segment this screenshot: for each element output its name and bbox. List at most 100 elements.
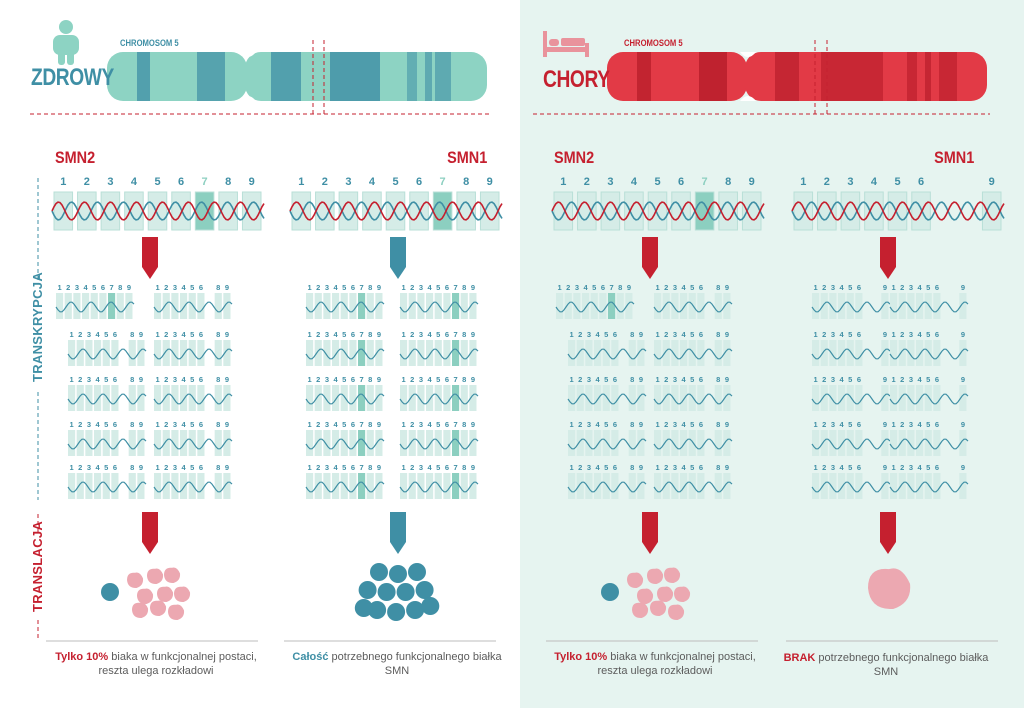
transcript-exon-number: 2 <box>78 330 82 339</box>
transcript-exon-number: 9 <box>639 420 643 429</box>
transcript-exon-box <box>838 293 846 319</box>
transcript-exon-number: 3 <box>909 375 913 384</box>
transcript-exon-box <box>223 293 231 319</box>
transcript-exon-box <box>171 340 179 366</box>
caption-smn1-sick: BRAK potrzebnego funkcjonalnego białka S… <box>776 651 996 679</box>
transcript-exon-number: 2 <box>900 463 904 472</box>
transcript-exon-number: 4 <box>839 463 844 472</box>
transcript-exon-number: 7 <box>359 463 363 472</box>
arrow-down-icon <box>142 237 158 279</box>
transcript-exon-number: 9 <box>725 463 729 472</box>
transcript-exon-box <box>697 340 705 366</box>
transcript-exon-box <box>188 293 196 319</box>
transcript-exon-box <box>585 473 593 499</box>
transcript-exon-number: 6 <box>699 420 703 429</box>
transcript-exon-number: 9 <box>725 283 729 292</box>
transcript-exon-box <box>576 430 584 456</box>
transcript-exon-box <box>460 340 468 366</box>
transcript-exon-box <box>323 430 331 456</box>
transcript-exon-number: 4 <box>427 463 432 472</box>
exon-number: 5 <box>894 176 900 188</box>
transcript-strand <box>305 301 385 313</box>
exon-box <box>741 191 762 231</box>
exon-box <box>887 191 908 231</box>
transcript-strand <box>889 481 969 493</box>
exon-box <box>911 191 931 231</box>
transcript-exon-number: 8 <box>618 283 622 292</box>
transcript-exon-box <box>959 430 967 456</box>
transcript-exon-number: 4 <box>333 375 338 384</box>
transcript-exon-box <box>890 430 898 456</box>
transcript-exon-box <box>417 385 425 411</box>
functional-protein <box>415 581 434 599</box>
transcript-exon-number: 3 <box>831 463 835 472</box>
transcript-exon-number: 9 <box>725 375 729 384</box>
transcript-exon-box <box>671 473 679 499</box>
transcript-exon-box <box>111 340 119 366</box>
transcript-exon-box <box>611 473 619 499</box>
transcript-exon-box <box>680 473 688 499</box>
transcript-exon-number: 2 <box>410 283 414 292</box>
transcript-exon-number: 8 <box>630 420 634 429</box>
transcript-exon-number: 4 <box>95 375 100 384</box>
healthy-chromosome-band <box>271 52 301 101</box>
transcript-exon-number: 4 <box>181 463 186 472</box>
transcript-exon-number: 2 <box>410 463 414 472</box>
transcript-exon-number: 1 <box>307 330 311 339</box>
transcript-exon-number: 6 <box>935 283 939 292</box>
transcript-exon-number: 5 <box>848 420 852 429</box>
transcript-exon-number: 9 <box>377 375 381 384</box>
dna-strand-red <box>51 201 265 221</box>
dna-strand-red <box>289 201 503 221</box>
transcript-exon-number: 6 <box>613 420 617 429</box>
transcript-exon-number: 6 <box>113 330 117 339</box>
transcript-strand <box>153 438 233 450</box>
transcript-exon-number: 2 <box>566 283 570 292</box>
panel-1-gene-strip: 1 2 3 4 5 6 7 8 9 <box>51 176 265 231</box>
transcript-strand <box>305 348 385 360</box>
transcript-exon-box <box>654 293 662 319</box>
transcript-exon-number: 4 <box>583 283 588 292</box>
transcript-exon-number: 1 <box>813 375 817 384</box>
transcript-exon-number: 1 <box>813 330 817 339</box>
transcript-exon-number: 6 <box>857 420 861 429</box>
transcript-exon-box <box>916 340 924 366</box>
transcript-exon-number: 5 <box>848 463 852 472</box>
transcript-strand <box>811 438 891 450</box>
functional-protein <box>396 583 415 601</box>
transcript-exon-number: 9 <box>127 283 131 292</box>
transcript-exon-box <box>306 430 314 456</box>
transcript-exon-box <box>340 473 348 499</box>
transcript-exon-number: 6 <box>935 330 939 339</box>
transcript-exon-box <box>340 430 348 456</box>
transcript-exon-number: 9 <box>961 330 965 339</box>
transcript-exon-number: 1 <box>69 420 73 429</box>
transcript-exon-number: 7 <box>453 283 457 292</box>
transcript-exon-box <box>154 340 162 366</box>
transcript-exon-number: 4 <box>681 375 686 384</box>
degraded-protein <box>627 572 644 589</box>
arrow-down-icon <box>642 512 658 554</box>
transcript-exon-box <box>452 293 460 319</box>
transcript-exon-number: 8 <box>216 375 220 384</box>
sick-chromosome-band <box>907 52 917 101</box>
transcript-exon-box <box>340 385 348 411</box>
transcript-exon-box <box>556 293 564 319</box>
exon-number: 3 <box>107 176 113 188</box>
transcript-exon-number: 4 <box>839 283 844 292</box>
transcript-exon-number: 4 <box>917 283 922 292</box>
exon-box <box>456 191 476 231</box>
transcript-exon-number: 3 <box>673 330 677 339</box>
transcript-exon-box <box>564 293 572 319</box>
transcript-exon-box <box>180 430 188 456</box>
transcript-exon-box <box>452 473 460 499</box>
transcript-exon-number: 5 <box>604 330 608 339</box>
